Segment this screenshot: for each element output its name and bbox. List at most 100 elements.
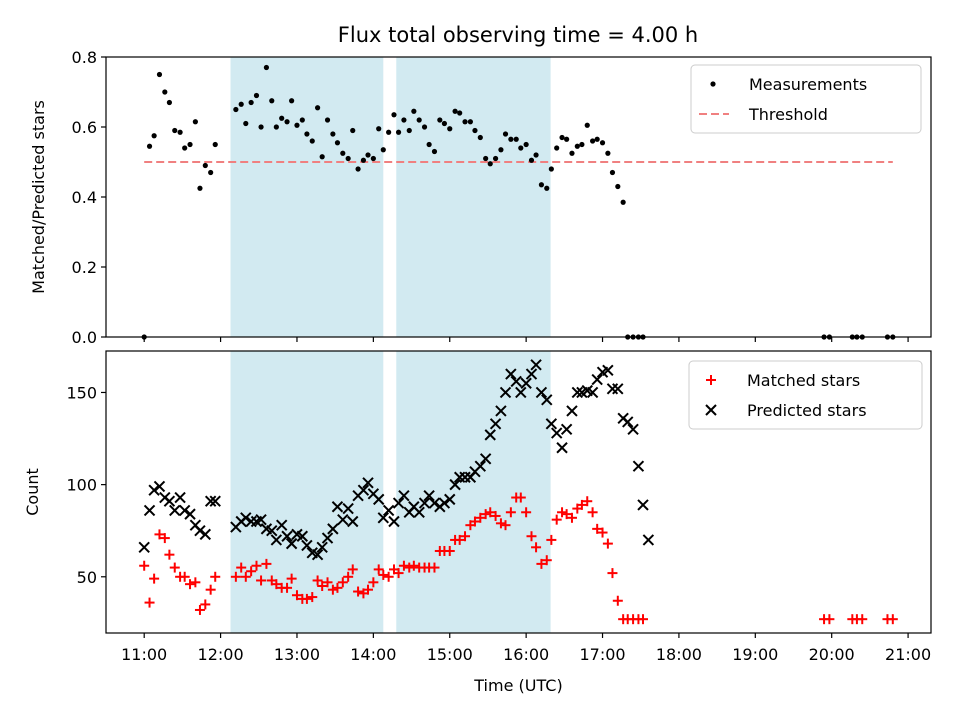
- matched-star-point: [500, 520, 511, 531]
- measurement-point: [416, 117, 422, 123]
- matched-star-point: [194, 604, 205, 615]
- matched-star-point: [261, 558, 272, 569]
- predicted-star-point: [520, 377, 532, 389]
- matched-star-point: [256, 575, 267, 586]
- matched-star-point: [592, 523, 603, 534]
- measurement-point: [187, 141, 193, 148]
- matched-star-point: [179, 571, 190, 582]
- predicted-star-point: [321, 532, 334, 544]
- matched-star-point: [515, 492, 526, 503]
- matched-star-point: [526, 531, 537, 542]
- predicted-star-point: [169, 504, 181, 517]
- matched-star-point: [541, 555, 552, 566]
- measurement-point: [594, 136, 600, 142]
- predicted-star-point: [138, 541, 150, 554]
- measurement-point: [426, 141, 432, 148]
- matched-star-point: [327, 584, 338, 595]
- predicted-star-point: [382, 504, 395, 517]
- matched-star-point: [291, 590, 302, 601]
- measurement-point: [431, 148, 438, 155]
- predicted-star-point: [428, 497, 441, 509]
- x-axis-label: Time (UTC): [473, 676, 562, 695]
- measurement-point: [334, 140, 341, 146]
- measurement-point: [498, 147, 504, 153]
- predicted-star-point: [316, 541, 328, 554]
- matched-star-point: [230, 571, 241, 582]
- measurement-point: [579, 141, 585, 148]
- matched-star-point: [353, 586, 364, 597]
- predicted-star-point: [178, 504, 191, 517]
- predicted-star-point: [174, 491, 186, 504]
- matched-star-point: [404, 562, 415, 573]
- count-y-ticks: 50 100 150: [66, 383, 106, 587]
- predicted-star-point: [362, 477, 374, 489]
- matched-star-point: [557, 507, 568, 518]
- matched-star-point: [139, 560, 150, 571]
- predicted-star-point: [301, 539, 313, 552]
- x-tick-label: 21:00: [885, 645, 931, 664]
- measurement-point: [462, 119, 468, 125]
- predicted-star-point: [449, 478, 461, 491]
- predicted-star-point: [586, 386, 599, 399]
- legend-label: Predicted stars: [747, 401, 867, 420]
- predicted-star-point: [275, 519, 288, 531]
- observing-windows-top: [230, 57, 551, 337]
- measurement-points: [141, 64, 896, 340]
- matched-star-point: [576, 499, 587, 510]
- count-x-ticks: 11:00 12:00 13:00 14:00 15:00 16:00 17:00 18:00…: [121, 633, 931, 664]
- measurement-point: [554, 145, 560, 151]
- matched-star-point: [638, 614, 649, 625]
- matched-star-point: [561, 509, 572, 520]
- x-tick-label: 12:00: [198, 645, 244, 664]
- measurement-point: [441, 120, 448, 127]
- measurement-point: [319, 154, 325, 160]
- matched-star-point: [383, 571, 394, 582]
- matched-star-point: [246, 566, 257, 577]
- matched-star-point: [200, 599, 211, 610]
- predicted-star-point: [591, 373, 603, 386]
- matched-star-point: [460, 531, 471, 542]
- matched-star-point: [368, 577, 379, 588]
- matched-star-point: [444, 545, 455, 556]
- predicted-star-point: [311, 548, 324, 561]
- predicted-star-point: [357, 484, 370, 496]
- predicted-star-point: [266, 524, 278, 537]
- y-tick-label: 150: [66, 383, 97, 402]
- matched-star-point: [475, 512, 486, 523]
- measurement-point: [243, 120, 249, 127]
- predicted-star-point: [622, 416, 634, 428]
- predicted-star-point: [535, 386, 548, 399]
- measurement-point: [421, 124, 428, 130]
- x-tick-label: 20:00: [809, 645, 855, 664]
- matched-star-point: [312, 575, 323, 586]
- measurement-point: [182, 145, 188, 151]
- matched-star-point: [317, 581, 328, 591]
- measurement-point: [564, 136, 570, 142]
- measurement-point: [156, 71, 163, 78]
- matched-star-point: [205, 584, 216, 595]
- predicted-star-point: [637, 499, 649, 511]
- measurement-point: [166, 99, 173, 106]
- measurement-point: [386, 129, 392, 135]
- matched-star-point: [887, 614, 898, 625]
- measurement-point: [609, 169, 616, 176]
- measurement-point: [528, 157, 535, 163]
- x-tick-label: 17:00: [579, 645, 625, 664]
- predicted-stars-points: [138, 359, 655, 561]
- predicted-star-point: [373, 493, 385, 506]
- predicted-star-point: [612, 383, 624, 395]
- predicted-star-point: [388, 515, 400, 528]
- measurement-point: [411, 108, 417, 114]
- predicted-star-point: [285, 537, 298, 550]
- matched-star-point: [490, 510, 501, 521]
- predicted-star-point: [347, 515, 359, 528]
- predicted-star-point: [489, 418, 502, 430]
- measurement-point: [487, 161, 493, 167]
- measurement-point: [538, 182, 545, 188]
- y-tick-label: 0.4: [72, 188, 97, 207]
- matched-star-point: [210, 571, 221, 582]
- predicted-star-point: [281, 530, 293, 542]
- measurement-point: [253, 92, 260, 99]
- predicted-star-point: [194, 524, 206, 537]
